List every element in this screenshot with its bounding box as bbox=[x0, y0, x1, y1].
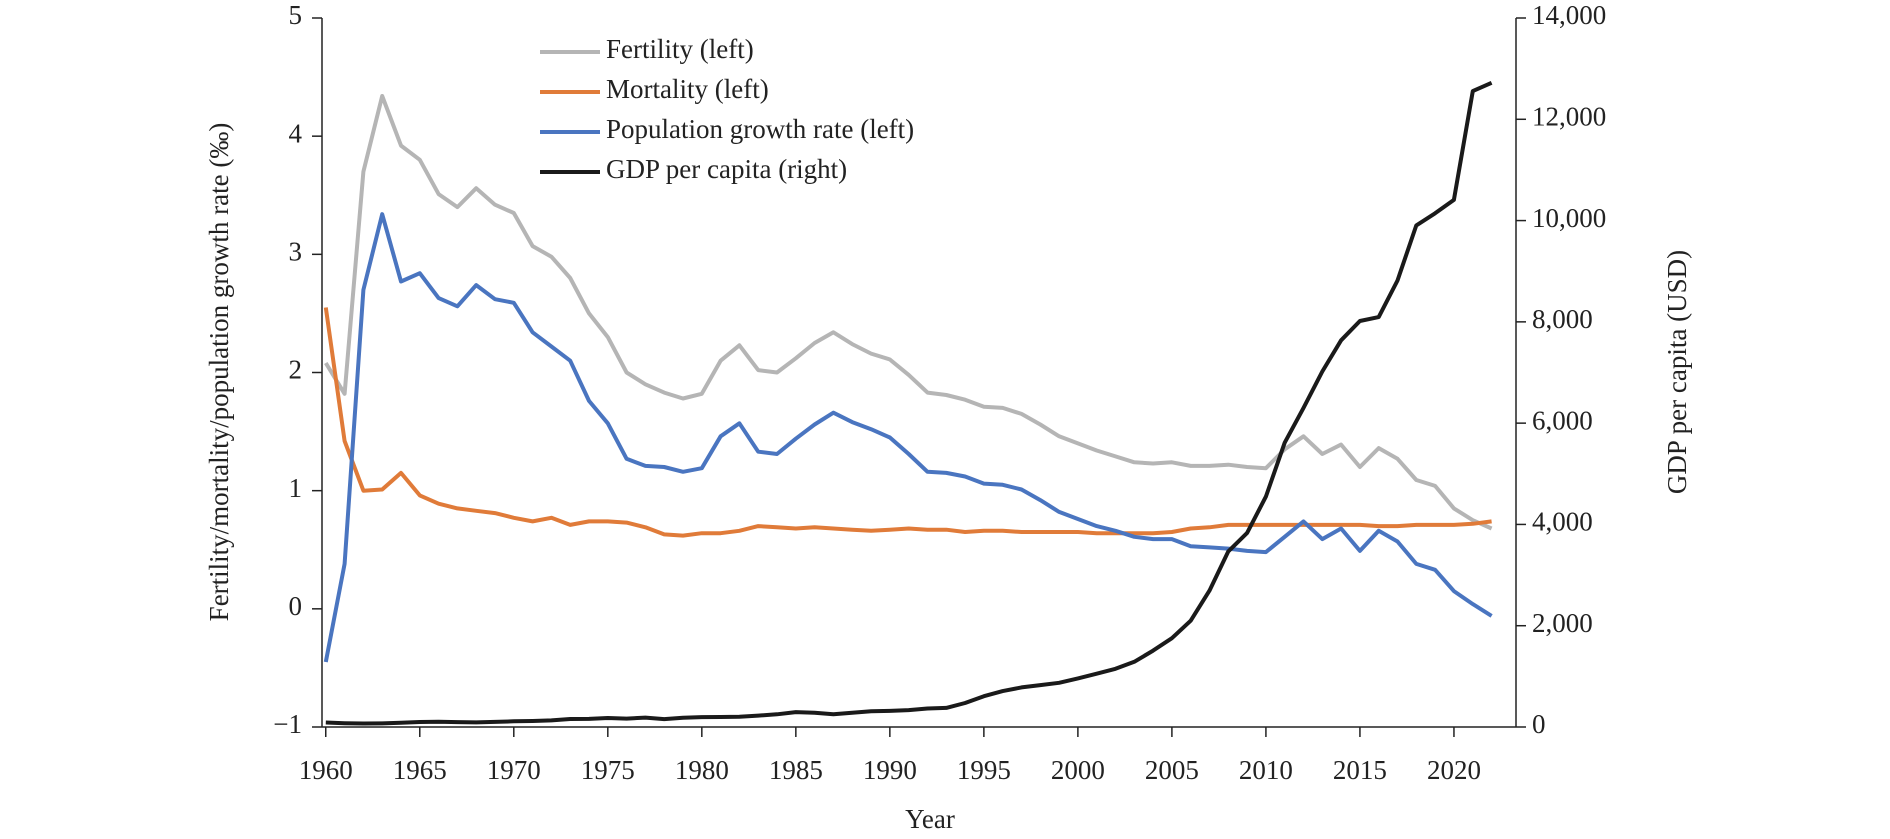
x-tick-label: 2010 bbox=[1239, 755, 1293, 785]
y2-tick-label: 12,000 bbox=[1532, 101, 1606, 131]
y-tick-label: 5 bbox=[289, 0, 303, 30]
x-axis-label: Year bbox=[905, 804, 955, 834]
x-tick-label: 1995 bbox=[957, 755, 1011, 785]
y2-tick-label: 10,000 bbox=[1532, 203, 1606, 233]
legend-label: Fertility (left) bbox=[606, 34, 754, 64]
x-tick-label: 2020 bbox=[1427, 755, 1481, 785]
x-tick-label: 1965 bbox=[393, 755, 447, 785]
legend-label: Mortality (left) bbox=[606, 74, 769, 104]
y-tick-label: 2 bbox=[289, 355, 303, 385]
series-line bbox=[323, 307, 1492, 538]
y2-tick-label: 8,000 bbox=[1532, 304, 1593, 334]
y2-tick-label: 14,000 bbox=[1532, 0, 1606, 30]
y-axis-label: Fertility/mortality/population growth ra… bbox=[204, 123, 234, 622]
legend-label: Population growth rate (left) bbox=[606, 114, 914, 144]
x-tick-label: 2000 bbox=[1051, 755, 1105, 785]
y-tick-label: 1 bbox=[289, 473, 303, 503]
y-tick-label: 4 bbox=[289, 118, 303, 148]
x-tick-label: 2015 bbox=[1333, 755, 1387, 785]
x-tick-label: 1985 bbox=[769, 755, 823, 785]
y-tick-label: 3 bbox=[289, 237, 303, 267]
x-tick-label: 1970 bbox=[487, 755, 541, 785]
y2-tick-label: 0 bbox=[1532, 709, 1546, 739]
series-line bbox=[323, 212, 1493, 663]
x-tick-label: 1960 bbox=[299, 755, 353, 785]
legend-label: GDP per capita (right) bbox=[606, 154, 847, 184]
series-line bbox=[324, 94, 1493, 531]
y2-tick-label: 6,000 bbox=[1532, 405, 1593, 435]
y-tick-label: −1 bbox=[273, 709, 302, 739]
y2-tick-label: 2,000 bbox=[1532, 608, 1593, 638]
y2-axis-label: GDP per capita (USD) bbox=[1662, 250, 1692, 494]
x-tick-label: 1975 bbox=[581, 755, 635, 785]
x-tick-label: 1990 bbox=[863, 755, 917, 785]
y2-tick-label: 4,000 bbox=[1532, 507, 1593, 537]
x-tick-label: 2005 bbox=[1145, 755, 1199, 785]
x-tick-label: 1980 bbox=[675, 755, 729, 785]
series-line bbox=[325, 80, 1493, 726]
y-tick-label: 0 bbox=[289, 591, 303, 621]
